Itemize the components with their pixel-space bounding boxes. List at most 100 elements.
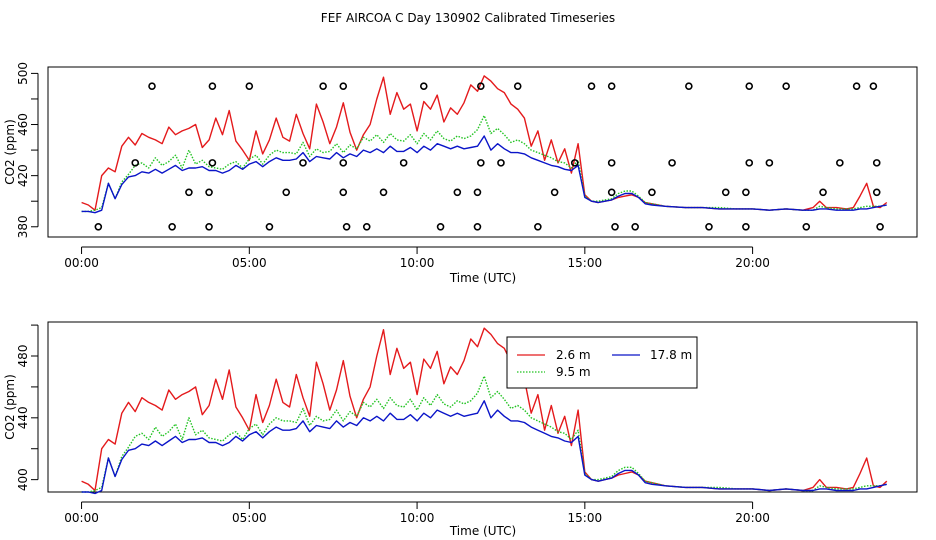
marker-point xyxy=(339,159,348,167)
x-tick-label: 00:00 xyxy=(64,511,99,525)
marker-point xyxy=(473,188,482,197)
y-tick-label: 460 xyxy=(16,113,30,136)
marker-point xyxy=(362,222,371,231)
marker-point xyxy=(245,82,254,90)
marker-point xyxy=(607,159,616,167)
marker-point xyxy=(668,159,676,167)
marker-point xyxy=(876,222,884,231)
x-tick-label: 20:00 xyxy=(735,511,770,525)
legend-box xyxy=(506,336,698,389)
marker-point xyxy=(819,188,827,197)
y-tick-label: 500 xyxy=(16,62,30,85)
marker-point xyxy=(765,159,774,167)
marker-point xyxy=(339,188,348,197)
series-line-17-8-m xyxy=(81,400,887,495)
marker-point xyxy=(742,188,750,197)
series-group-top xyxy=(81,75,888,214)
y-tick-label: 440 xyxy=(16,406,30,429)
marker-group-top xyxy=(94,82,884,231)
marker-point xyxy=(453,188,462,197)
marker-point xyxy=(631,222,639,231)
marker-point xyxy=(342,222,351,231)
marker-point xyxy=(685,82,693,90)
marker-point xyxy=(379,188,388,197)
y-axis-bottom: 400 440 480 xyxy=(16,324,39,491)
x-axis-top: 00:00 05:00 10:00 15:00 20:00 xyxy=(64,246,770,270)
marker-point xyxy=(836,159,844,167)
marker-point xyxy=(436,222,445,231)
marker-point xyxy=(745,82,754,90)
x-axis-bottom: 00:00 05:00 10:00 15:00 20:00 xyxy=(64,501,770,525)
marker-point xyxy=(611,222,619,231)
marker-point xyxy=(399,159,408,167)
x-tick-label: 10:00 xyxy=(400,511,435,525)
x-axis-label-bottom: Time (UTC) xyxy=(449,524,516,538)
marker-point xyxy=(299,159,307,167)
marker-point xyxy=(869,82,878,90)
y-axis-label-bottom: CO2 (ppm) xyxy=(3,374,17,440)
marker-point xyxy=(872,188,881,197)
legend-label-2-6m: 2.6 m xyxy=(556,348,591,362)
figure-title: FEF AIRCOA C Day 130902 Calibrated Times… xyxy=(321,11,615,25)
x-axis-label-top: Time (UTC) xyxy=(449,271,516,285)
marker-point xyxy=(742,222,750,231)
marker-point xyxy=(534,222,542,231)
marker-point xyxy=(802,222,811,231)
plot-frame-top xyxy=(47,66,918,238)
y-axis-label-top: CO2 (ppm) xyxy=(3,119,17,185)
series-line-17-8-m xyxy=(81,135,887,214)
legend-label-9-5m: 9.5 m xyxy=(556,365,591,379)
marker-point xyxy=(550,188,559,197)
marker-point xyxy=(648,188,656,197)
marker-point xyxy=(319,82,327,90)
marker-point xyxy=(607,82,616,90)
marker-point xyxy=(339,82,348,90)
series-group-bottom xyxy=(81,327,888,495)
marker-point xyxy=(782,82,790,90)
plot-frame-bottom xyxy=(47,321,918,493)
marker-point xyxy=(205,188,213,197)
marker-point xyxy=(94,222,103,231)
marker-point xyxy=(265,222,274,231)
marker-point xyxy=(852,82,861,90)
marker-point xyxy=(477,82,485,90)
y-tick-label: 400 xyxy=(16,468,30,491)
x-tick-label: 10:00 xyxy=(400,256,435,270)
marker-point xyxy=(131,159,140,167)
x-tick-label: 15:00 xyxy=(568,511,603,525)
marker-point xyxy=(607,188,616,197)
x-tick-label: 15:00 xyxy=(568,256,603,270)
x-tick-label: 00:00 xyxy=(64,256,99,270)
legend: 2.6 m 9.5 m 17.8 m xyxy=(506,336,698,389)
marker-point xyxy=(168,222,176,231)
marker-point xyxy=(477,159,485,167)
x-tick-label: 05:00 xyxy=(232,256,267,270)
marker-point xyxy=(587,82,596,90)
y-tick-label: 380 xyxy=(16,215,30,238)
marker-point xyxy=(745,159,754,167)
marker-point xyxy=(497,159,505,167)
marker-point xyxy=(721,188,730,197)
y-axis-top: 380 420 460 500 xyxy=(16,62,39,238)
marker-point xyxy=(513,82,522,90)
marker-point xyxy=(208,82,217,90)
marker-point xyxy=(570,159,579,167)
marker-point xyxy=(705,222,713,231)
marker-point xyxy=(148,82,156,90)
panel-bottom: 00:00 05:00 10:00 15:00 20:00 400 440 480 Time… xyxy=(3,321,918,538)
y-tick-label: 480 xyxy=(16,345,30,368)
marker-point xyxy=(208,159,217,167)
marker-point xyxy=(872,159,881,167)
marker-point xyxy=(473,222,482,231)
series-line-2-6-m xyxy=(81,75,888,211)
x-tick-label: 05:00 xyxy=(232,511,267,525)
x-tick-label: 20:00 xyxy=(735,256,770,270)
panel-top: 00:00 05:00 10:00 15:00 20:00 380 420 460 500 T… xyxy=(3,62,918,285)
marker-point xyxy=(185,188,193,197)
y-tick-label: 420 xyxy=(16,164,30,187)
series-line-9-5-m xyxy=(81,375,887,493)
marker-point xyxy=(282,188,291,197)
marker-point xyxy=(419,82,428,90)
series-line-2-6-m xyxy=(81,327,888,492)
